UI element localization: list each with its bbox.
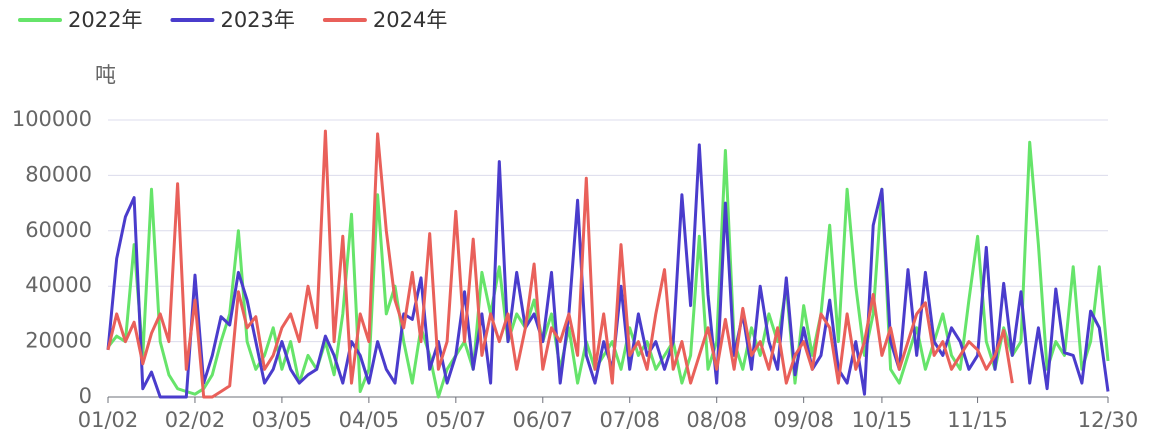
- x-tick-label: 12/30: [1078, 408, 1139, 432]
- x-tick-label: 04/05: [339, 408, 400, 432]
- legend-text: 2023年: [220, 8, 294, 32]
- x-tick-label: 05/07: [426, 408, 487, 432]
- y-tick-label: 0: [79, 384, 92, 408]
- x-tick-label: 06/07: [513, 408, 574, 432]
- x-tick-label: 08/08: [686, 408, 747, 432]
- y-tick-label: 40000: [25, 273, 92, 297]
- x-tick-label: 09/08: [773, 408, 834, 432]
- legend-text: 2024年: [373, 8, 447, 32]
- x-tick-label: 07/08: [599, 408, 660, 432]
- x-tick-label: 10/15: [852, 408, 913, 432]
- y-tick-label: 60000: [25, 218, 92, 242]
- y-tick-label: 80000: [25, 162, 92, 186]
- y-axis-label: 吨: [95, 63, 116, 87]
- series-line: [106, 129, 1014, 399]
- x-tick-label: 01/02: [78, 408, 139, 432]
- legend-text: 2022年: [68, 8, 142, 32]
- x-tick-label: 03/05: [252, 408, 313, 432]
- x-tick-label: 02/02: [165, 408, 226, 432]
- y-tick-label: 20000: [25, 329, 92, 353]
- x-tick-label: 11/15: [947, 408, 1008, 432]
- y-tick-label: 100000: [12, 107, 92, 131]
